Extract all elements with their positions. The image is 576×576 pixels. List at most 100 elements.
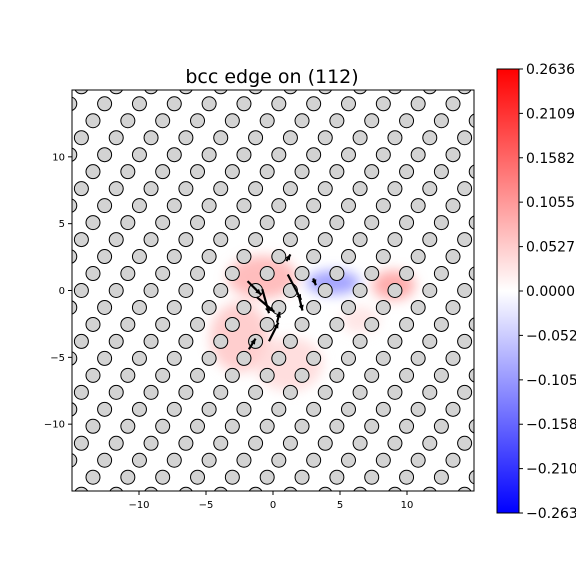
atom: [399, 164, 415, 180]
atom-layer: [72, 46, 483, 535]
atom: [340, 96, 356, 112]
atom: [178, 283, 194, 298]
colorbar-tick-label: 0.1055: [526, 195, 575, 211]
atom: [422, 130, 438, 146]
atom: [295, 521, 309, 535]
atom: [97, 452, 113, 468]
atom: [97, 249, 113, 265]
displacement-arrow: [69, 358, 70, 359]
atom: [353, 486, 367, 491]
atom: [352, 333, 368, 349]
atom: [131, 350, 147, 366]
atom: [73, 384, 89, 400]
atom: [306, 198, 322, 214]
chart-title: bcc edge on (112): [185, 66, 358, 88]
atom: [178, 384, 194, 400]
atom: [167, 504, 181, 518]
core-arrow-head: [273, 322, 279, 329]
atom: [224, 316, 240, 332]
atom: [317, 130, 333, 146]
atom: [410, 198, 426, 214]
atom: [423, 486, 437, 491]
atom: [237, 46, 251, 60]
atom: [236, 452, 252, 468]
atom: [120, 469, 136, 485]
atom: [388, 486, 402, 491]
atom: [433, 215, 449, 231]
atom: [340, 249, 356, 265]
atom: [399, 469, 415, 485]
atom: [294, 316, 310, 332]
atom: [340, 350, 356, 366]
atom: [131, 198, 147, 214]
atom: [433, 367, 449, 383]
atom: [143, 435, 159, 451]
atom: [445, 96, 461, 112]
atom: [375, 401, 391, 417]
atom: [224, 164, 240, 180]
atom: [166, 350, 182, 366]
atom: [318, 90, 333, 95]
atom: [236, 350, 252, 366]
atom: [97, 147, 113, 163]
atom: [97, 198, 113, 214]
atom: [85, 418, 101, 434]
atom: [445, 198, 461, 214]
atom: [317, 384, 333, 400]
atom: [294, 113, 310, 129]
atom: [294, 266, 310, 282]
atom: [283, 90, 298, 95]
atom: [271, 350, 287, 366]
displacement-arrow: [69, 307, 70, 308]
atom: [375, 198, 391, 214]
atom: [306, 249, 322, 265]
x-tick-label: 0: [270, 500, 276, 511]
atom: [271, 96, 287, 112]
atom: [468, 215, 474, 230]
atom: [236, 198, 252, 214]
atom: [191, 521, 205, 535]
atom: [375, 299, 391, 315]
atom: [283, 486, 298, 491]
colorbar-tick-label: 0.1582: [526, 151, 575, 167]
atom: [97, 96, 113, 112]
atom: [179, 486, 193, 491]
atom: [364, 469, 380, 485]
atom: [433, 316, 449, 332]
atom: [144, 486, 158, 491]
atom: [132, 46, 146, 60]
colorbar-tick-label: 0.2109: [526, 106, 575, 122]
atom: [433, 418, 449, 434]
atom: [248, 130, 264, 146]
atom: [352, 384, 368, 400]
atom: [97, 350, 113, 366]
atom: [410, 249, 426, 265]
atom: [73, 232, 89, 248]
atom: [259, 418, 275, 434]
atom: [155, 469, 171, 485]
atom: [306, 401, 322, 417]
atom: [224, 469, 240, 485]
atom: [469, 521, 483, 535]
atom: [387, 130, 403, 146]
atom: [457, 130, 473, 146]
atom: [213, 130, 229, 146]
atom: [120, 316, 136, 332]
y-tick-label: 10: [52, 152, 65, 163]
atom: [73, 181, 89, 197]
atom: [120, 164, 136, 180]
atom: [329, 316, 345, 332]
atom: [178, 181, 194, 197]
x-tick-label: −5: [199, 500, 214, 511]
atom: [98, 504, 112, 518]
atom: [423, 90, 437, 95]
atom: [340, 452, 356, 468]
atom: [468, 113, 474, 128]
atom: [399, 316, 415, 332]
colorbar-tick-label: 0.0000: [526, 284, 575, 300]
atom: [224, 215, 240, 231]
atom: [143, 130, 159, 146]
atom: [294, 164, 310, 180]
atom: [73, 283, 89, 298]
atom: [329, 215, 345, 231]
